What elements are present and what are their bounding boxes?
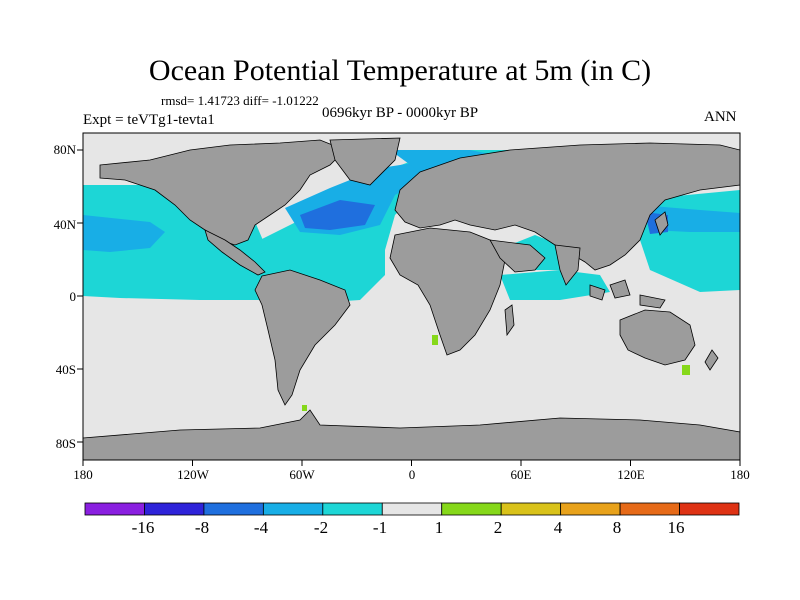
sumatra-landmass [589,284,606,301]
period-label: 0696kyr BP - 0000kyr BP [322,105,479,121]
colorbar-swatch [679,502,740,516]
colorbar-swatch [381,502,443,516]
statistics-text: rmsd= 1.41723 diff= -1.01222 [161,93,319,108]
land-masses [82,137,741,461]
colorbar-swatch [84,502,145,516]
lon-tick-label: 120E [617,467,645,482]
colorbar-swatch [144,502,205,516]
lon-tick-label: 60E [510,467,532,482]
experiment-label: Expt = teVTg1-tevta1 [83,112,215,128]
lat-tick-label: 40S [55,362,76,377]
colorbar [84,502,740,516]
colorbar-label: 2 [493,518,503,537]
warm-patch-africa [432,335,438,345]
new-zealand-landmass [704,349,719,371]
lat-tick-label: 0 [69,289,77,304]
colorbar-label: 1 [434,518,444,537]
lon-tick-label: 120W [177,467,209,482]
north-america-landmass [99,139,346,246]
africa-landmass [389,227,506,356]
eurasia-landmass [394,142,741,271]
lon-tick-label: 0 [408,467,416,482]
colorbar-label: -1 [372,518,388,537]
anomaly-region-atlantic [240,150,520,302]
new-guinea-landmass [639,294,666,309]
arabia-landmass [489,239,546,273]
colorbar-label: 8 [612,518,622,537]
colorbar-label: -4 [253,518,269,537]
south-america-landmass [254,269,351,406]
colorbar-swatch [500,502,562,516]
colorbar-swatch [560,502,621,516]
lon-tick-label: 180 [73,467,93,482]
borneo-landmass [609,279,631,299]
colorbar-swatch [262,502,324,516]
greenland-landmass [329,137,401,186]
warm-patch-peninsula [302,405,307,411]
lat-tick-label: 40N [53,217,76,232]
anomaly-region-gulf-stream [300,200,375,230]
anomaly-region-indian-ocean [500,270,610,300]
colorbar-label: -8 [194,518,210,537]
colorbar-swatch [203,502,264,516]
colorbar-label: 16 [667,518,685,537]
colorbar-swatch [322,502,383,516]
warm-anomaly-patches [302,335,690,411]
season-label: ANN [704,109,737,125]
colorbar-label: -2 [313,518,329,537]
lon-tick-label: 60W [289,467,315,482]
warm-patch-australia [682,365,690,375]
central-america-landmass [204,229,266,276]
anomaly-region-pacific-north [83,215,165,252]
colorbar-swatch [619,502,680,516]
japan-landmass [654,211,669,236]
lat-tick-label: 80S [55,436,76,451]
plot-title: Ocean Potential Temperature at 5m (in C) [148,54,652,87]
india-landmass [554,244,581,286]
lat-tick-label: 80N [53,142,76,157]
lon-tick-label: 180 [730,467,750,482]
australia-landmass [619,309,696,366]
colorbar-swatch [441,502,502,516]
axis-ticks [77,149,741,466]
madagascar-landmass [504,304,515,337]
colorbar-label: 4 [553,518,563,537]
colorbar-label: -16 [131,518,155,537]
